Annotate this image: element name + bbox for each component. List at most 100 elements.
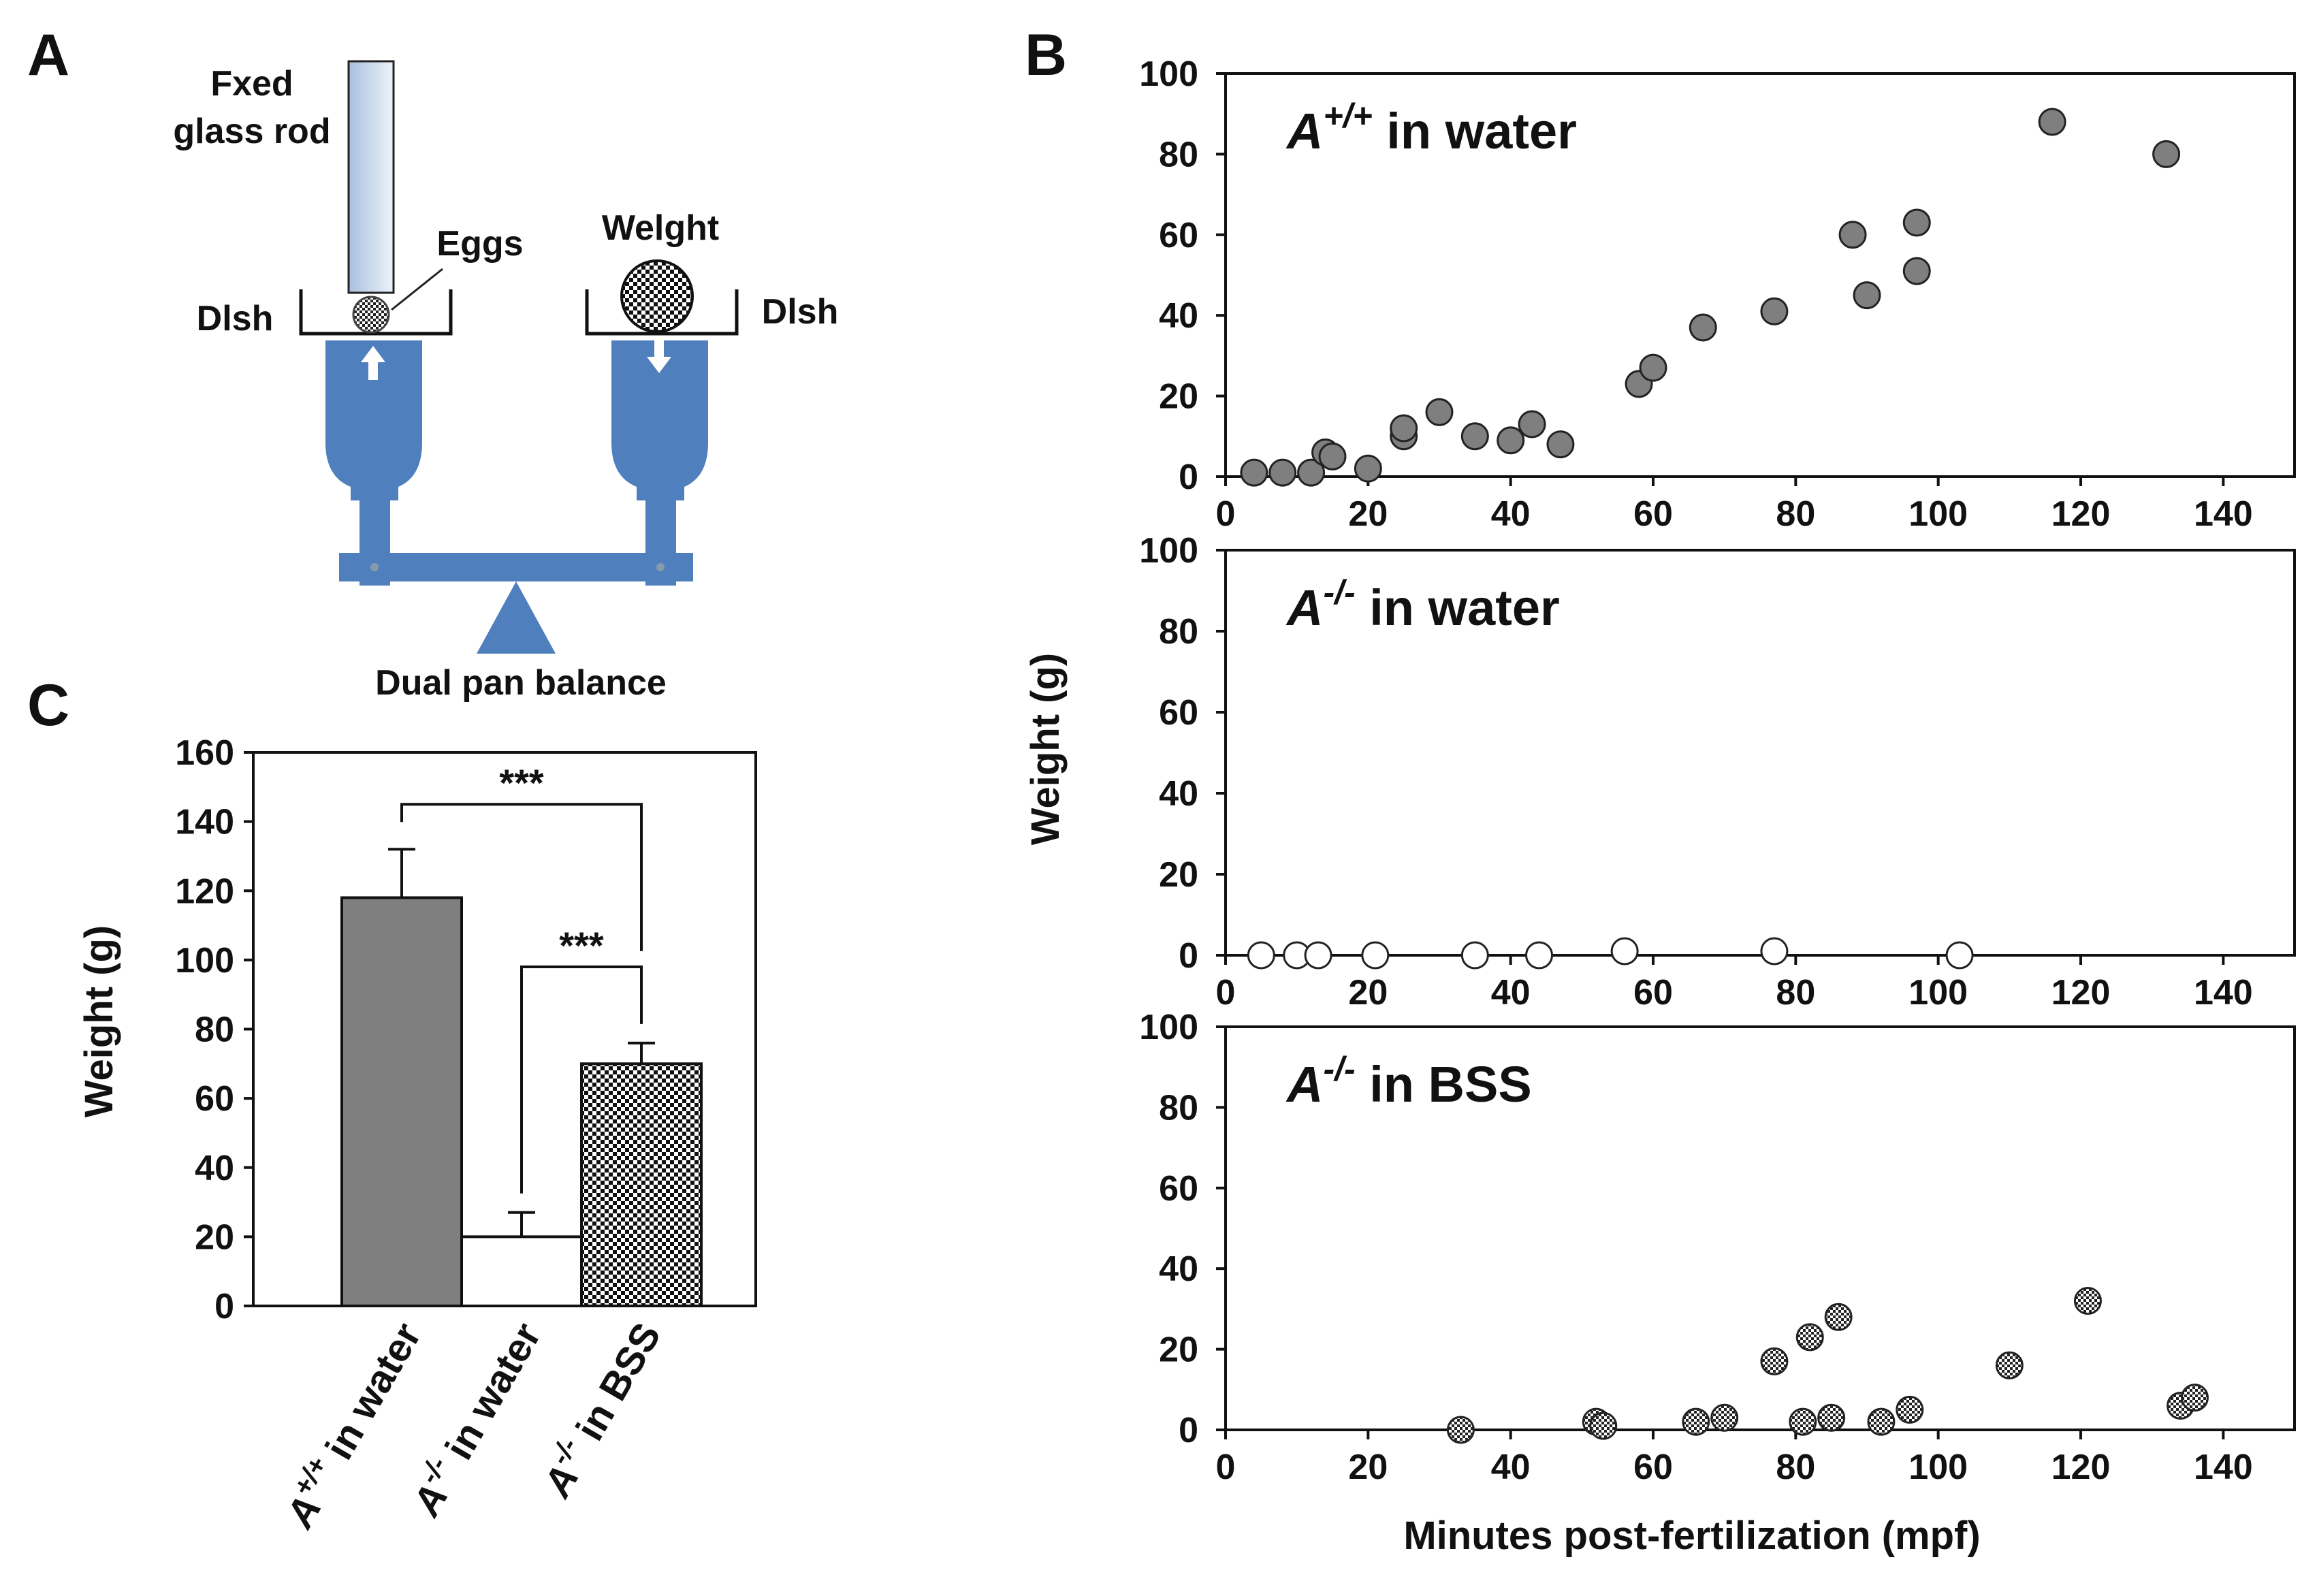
scatter-point bbox=[1318, 442, 1347, 470]
bar-category-label: A-/- in BSS bbox=[530, 1313, 670, 1505]
scatter-point bbox=[2152, 140, 2181, 168]
scatter-y-tick-label: 0 bbox=[1179, 1411, 1198, 1450]
scatter-point bbox=[1390, 414, 1418, 443]
weight-label: Welght bbox=[602, 208, 719, 248]
scatter-point bbox=[1682, 1407, 1710, 1436]
scatter-panels: B Weight (g) Minutes post-fertilization … bbox=[1023, 22, 2296, 1558]
scatter-y-tick-label: 40 bbox=[1159, 1249, 1198, 1289]
scatter-point bbox=[1902, 257, 1931, 285]
significance-brackets: *** *** bbox=[400, 761, 643, 1194]
scatter-point bbox=[2180, 1384, 2209, 1412]
scatter-point bbox=[1867, 1407, 1896, 1436]
scatter-point bbox=[1497, 426, 1525, 455]
dish-left-label: Dlsh bbox=[197, 299, 274, 338]
weight-ball bbox=[620, 259, 694, 333]
bar-series bbox=[340, 848, 703, 1307]
scatter-point bbox=[1446, 1416, 1475, 1444]
scatter-point bbox=[1297, 458, 1326, 487]
scatter-x-tick-label: 80 bbox=[1776, 1448, 1815, 1487]
bar-y-tick-label: 160 bbox=[175, 733, 234, 773]
bar-y-tick-label: 0 bbox=[214, 1287, 234, 1326]
scatter-y-tick-label: 60 bbox=[1159, 1169, 1198, 1209]
scatter-point bbox=[1853, 281, 1881, 310]
down-arrow-icon bbox=[647, 340, 671, 373]
scatter-y-tick-label: 80 bbox=[1159, 1088, 1198, 1128]
scatter-subplot: 0 20 40 60 80 100 0 20 40 60 80 100 120 140 A-/- in wa… bbox=[1139, 531, 2296, 1012]
scatter-x-tick-label: 100 bbox=[1908, 494, 1968, 534]
scatter-x-tick-label: 60 bbox=[1633, 1448, 1673, 1487]
scatter-point bbox=[1610, 937, 1639, 965]
scatter-point bbox=[1589, 1411, 1618, 1440]
scatter-title: A+/+ in water bbox=[1285, 97, 1577, 159]
scatter-frame bbox=[1224, 549, 2296, 957]
scatter-point bbox=[1995, 1351, 2024, 1379]
scatter-point bbox=[1689, 313, 1717, 342]
significance-bracket bbox=[400, 803, 643, 951]
scatter-title: A-/- in BSS bbox=[1285, 1050, 1532, 1113]
scatter-y-tick-label: 80 bbox=[1159, 612, 1198, 652]
scatter-x-tick-label: 0 bbox=[1216, 494, 1236, 534]
scatter-y-tick-label: 100 bbox=[1139, 54, 1198, 94]
egg-cluster bbox=[352, 296, 390, 334]
bar-y-ticks: 0 20 40 60 80 100 120 140 160 bbox=[175, 733, 253, 1326]
scatter-y-tick-label: 20 bbox=[1159, 1330, 1198, 1370]
scatter-point bbox=[1760, 297, 1789, 325]
scatter-point bbox=[1710, 1403, 1739, 1432]
scatter-x-tick-label: 40 bbox=[1491, 1448, 1531, 1487]
panel-letter-c: C bbox=[27, 673, 69, 738]
scatter-x-tick-label: 80 bbox=[1776, 494, 1815, 534]
scatter-point bbox=[1525, 941, 1554, 970]
significance-label: *** bbox=[559, 924, 604, 967]
rod-label-line1: Fxed bbox=[210, 64, 293, 103]
rod-label-line2: glass rod bbox=[173, 112, 330, 151]
bar-y-tick-label: 80 bbox=[195, 1010, 234, 1050]
scatter-y-tick-label: 40 bbox=[1159, 296, 1198, 336]
scatter-point bbox=[1304, 941, 1332, 970]
scatter-x-tick-label: 20 bbox=[1348, 494, 1388, 534]
scatter-point bbox=[1902, 208, 1931, 237]
scatter-point bbox=[1760, 937, 1789, 965]
scatter-point bbox=[1425, 398, 1454, 426]
dish-right-label: Dlsh bbox=[762, 292, 839, 332]
scatter-subplot: 0 20 40 60 80 100 0 20 40 60 80 100 120 140 A+/+ in wa… bbox=[1139, 54, 2296, 534]
scatter-x-tick-label: 0 bbox=[1216, 973, 1236, 1012]
scatter-y-tick-label: 100 bbox=[1139, 1008, 1198, 1047]
scatter-point bbox=[1789, 1407, 1817, 1436]
scatter-y-tick-label: 60 bbox=[1159, 693, 1198, 733]
scatter-y-tick-label: 100 bbox=[1139, 531, 1198, 571]
scatter-y-tick-label: 80 bbox=[1159, 135, 1198, 174]
scatter-point bbox=[2038, 108, 2066, 136]
scatter-x-tick-label: 0 bbox=[1216, 1448, 1236, 1487]
bar-y-tick-label: 60 bbox=[195, 1079, 234, 1119]
scatter-x-tick-label: 60 bbox=[1633, 494, 1673, 534]
up-arrow-icon bbox=[361, 346, 385, 380]
panel-letter-a: A bbox=[27, 22, 69, 88]
scatter-frame bbox=[1224, 72, 2296, 478]
scatter-subplot: 0 20 40 60 80 100 0 20 40 60 80 100 120 140 A-/- in BS… bbox=[1139, 1008, 2296, 1487]
glass-rod bbox=[347, 60, 395, 294]
scatter-point bbox=[1247, 941, 1275, 970]
significance-label: *** bbox=[499, 761, 544, 804]
significance-bracket bbox=[520, 965, 643, 1194]
bar-category-text: A-/- in BSS bbox=[530, 1313, 669, 1505]
scatter-title: A-/- in water bbox=[1285, 573, 1560, 636]
scatter-x-axis-label: Minutes post-fertilization (mpf) bbox=[1403, 1514, 1980, 1558]
bar-y-tick-label: 20 bbox=[195, 1217, 234, 1257]
scatter-y-tick-label: 20 bbox=[1159, 377, 1198, 417]
scatter-x-tick-label: 120 bbox=[2051, 494, 2111, 534]
panel-letter-b: B bbox=[1025, 22, 1067, 88]
scatter-y-tick-label: 0 bbox=[1179, 936, 1198, 976]
scatter-x-tick-label: 120 bbox=[2051, 1448, 2111, 1487]
scatter-point bbox=[1354, 454, 1382, 483]
bar-y-axis-label: Weight (g) bbox=[77, 925, 121, 1117]
scatter-point bbox=[1817, 1403, 1846, 1432]
left-pivot bbox=[370, 563, 379, 571]
scatter-x-tick-label: 60 bbox=[1633, 973, 1673, 1012]
scatter-point bbox=[1460, 422, 1489, 451]
bar bbox=[460, 1235, 583, 1307]
scatter-x-tick-label: 120 bbox=[2051, 973, 2111, 1012]
scatter-subplots: 0 20 40 60 80 100 0 20 40 60 80 100 120 140 A+/+ in wa… bbox=[1139, 54, 2296, 1487]
